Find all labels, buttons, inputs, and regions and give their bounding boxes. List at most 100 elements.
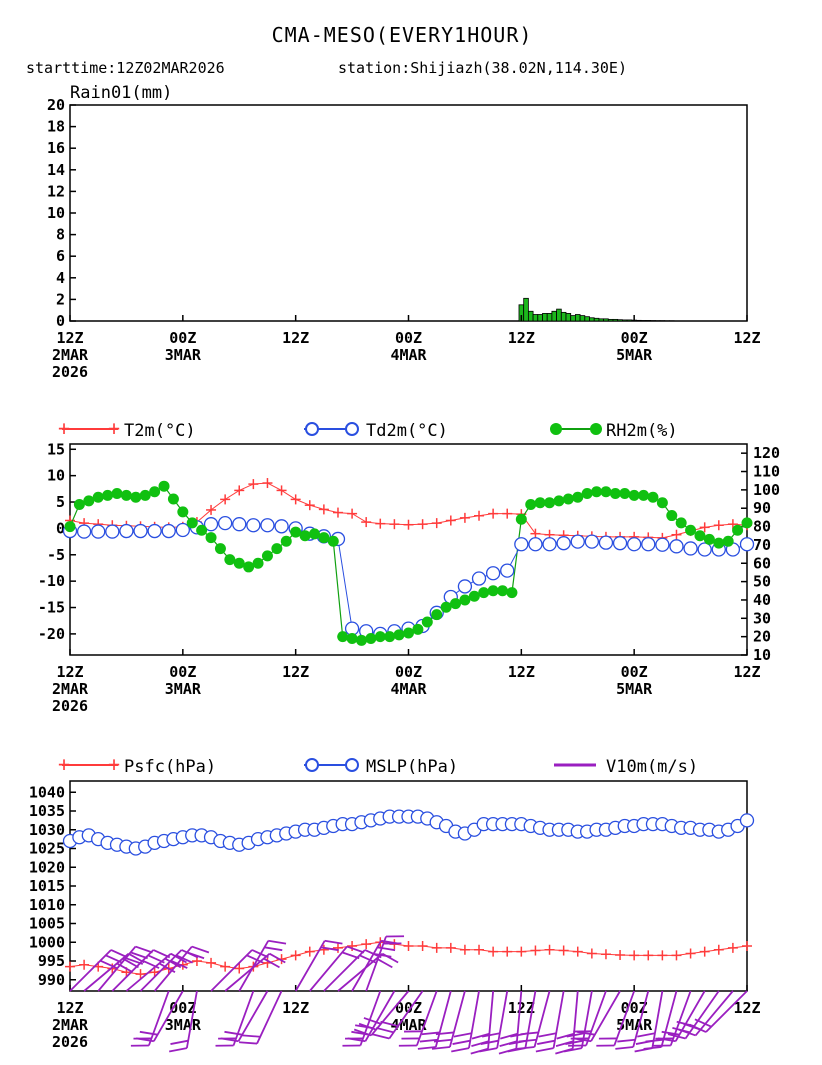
y-tick-label: 990 (38, 971, 65, 989)
rh2m-point (365, 632, 377, 644)
y-tick-label: 5 (56, 493, 65, 511)
y-tick-label: 18 (47, 118, 65, 136)
rain-bar (607, 318, 614, 322)
td2m-point (175, 522, 190, 538)
rh2m-point (83, 495, 95, 507)
rh2m-point (374, 631, 386, 643)
y-tick-label: 20 (47, 96, 65, 114)
wind-barb-feather (518, 1038, 537, 1043)
y-tick-label: -20 (38, 625, 65, 643)
x-tick-time: 12Z (56, 329, 83, 347)
rh2m-point (619, 488, 631, 500)
wind-barb-feather (170, 959, 188, 969)
wind-barb-feather (268, 939, 287, 945)
y2-tick-label: 80 (753, 518, 771, 536)
rh2m-point (628, 489, 640, 501)
wind-barb-staff (309, 945, 348, 992)
rain-bar (626, 319, 633, 322)
wind-barb-staff (449, 990, 466, 1048)
rh2m-point (261, 550, 273, 562)
x-tick-date: 4MAR (390, 346, 427, 364)
rh2m-point (290, 526, 302, 538)
rain-bar (612, 318, 619, 322)
rh2m-point (638, 489, 650, 501)
rh2m-point (102, 489, 114, 501)
y-tick-label: 16 (47, 139, 65, 157)
rh2m-point (581, 488, 593, 500)
wind-barb-feather (353, 1028, 372, 1037)
wind-barb-feather (556, 1032, 575, 1040)
wind-barb-feather (471, 1032, 490, 1040)
td2m-point (119, 523, 134, 539)
x-tick-date: 4MAR (390, 1016, 427, 1034)
wind-barb-feather (431, 1046, 450, 1050)
x-tick-time: 12Z (508, 663, 535, 681)
wind-barb-feather (535, 1047, 554, 1053)
wind-barb-staff (232, 990, 255, 1046)
rh2m-point (666, 510, 678, 522)
y2-tick-label: 100 (753, 481, 780, 499)
y-tick-label: 1040 (29, 783, 65, 801)
wind-barb-feather (661, 1030, 680, 1036)
rain-bar (542, 313, 548, 322)
wind-barb-feather (538, 1032, 557, 1038)
x-tick-time: 00Z (395, 329, 422, 347)
td2m-point (697, 542, 712, 557)
rain-bar (574, 314, 581, 322)
rh2m-point (478, 587, 490, 599)
y-tick-label: 6 (56, 247, 65, 265)
rh2m-point (600, 486, 612, 498)
wind-barb-feather (324, 939, 343, 945)
rain-bar (636, 319, 642, 322)
rh2m-point (196, 524, 208, 536)
rh2m-line (69, 485, 748, 641)
td2m-point (76, 524, 92, 539)
rain-bar (645, 320, 652, 322)
td2m-point (105, 524, 120, 539)
wind-barb-feather (347, 1037, 366, 1043)
wind-barb-feather (170, 1039, 189, 1045)
td2m-point (627, 537, 642, 552)
td2m-point (471, 571, 487, 586)
wind-barb-feather (380, 1020, 399, 1028)
td2m-point (217, 515, 233, 531)
x-tick-date: 3MAR (165, 346, 202, 364)
rain-bar (617, 319, 623, 322)
wind-barb-feather (479, 1047, 498, 1053)
rh2m-point (214, 543, 226, 555)
rh2m-point (318, 532, 330, 544)
rain-bar (527, 310, 534, 322)
rh2m-point (544, 497, 556, 509)
x-tick-time: 00Z (169, 329, 196, 347)
legend-mslp-label: MSLP(hPa) (366, 757, 458, 777)
x-tick-date: 4MAR (390, 680, 427, 698)
wind-barb-staff (468, 990, 480, 1049)
legend-td2m-marker-2 (345, 422, 359, 436)
y-tick-label: -10 (38, 572, 65, 590)
wind-barbs (69, 935, 748, 1055)
td2m-point (485, 566, 501, 581)
td2m-point (641, 537, 656, 552)
wind-barb-feather (419, 1038, 438, 1043)
legend-td2m-marker (305, 422, 319, 436)
rh2m-point (421, 616, 433, 628)
wind-barb-feather (269, 952, 286, 964)
rain-bar (640, 320, 647, 322)
rh2m-point (308, 528, 320, 540)
wind-barb-feather (264, 946, 283, 952)
y-tick-label: 15 (47, 440, 65, 458)
rh2m-point (713, 537, 725, 549)
rain-bar (560, 311, 567, 322)
td2m-point (683, 541, 698, 556)
wind-barb-feather (220, 1037, 239, 1043)
y2-tick-label: 50 (753, 573, 771, 591)
rh2m-point (675, 517, 687, 529)
rain-bar (546, 313, 553, 322)
rain-bar (622, 319, 628, 322)
wind-barb-feather (371, 1033, 390, 1040)
y-tick-label: 14 (47, 161, 65, 179)
wind-barb-feather (142, 959, 160, 969)
rh2m-point (722, 535, 734, 547)
y2-tick-label: 10 (753, 646, 771, 664)
wind-barb-staff (416, 990, 438, 1046)
